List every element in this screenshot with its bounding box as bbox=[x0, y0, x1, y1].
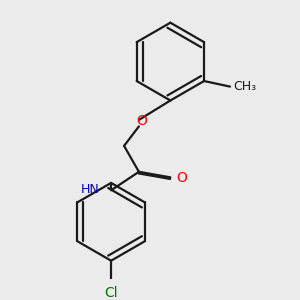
Text: O: O bbox=[176, 171, 187, 185]
Text: O: O bbox=[136, 114, 147, 128]
Text: CH₃: CH₃ bbox=[233, 80, 256, 93]
Text: Cl: Cl bbox=[104, 286, 118, 300]
Text: HN: HN bbox=[80, 183, 99, 196]
